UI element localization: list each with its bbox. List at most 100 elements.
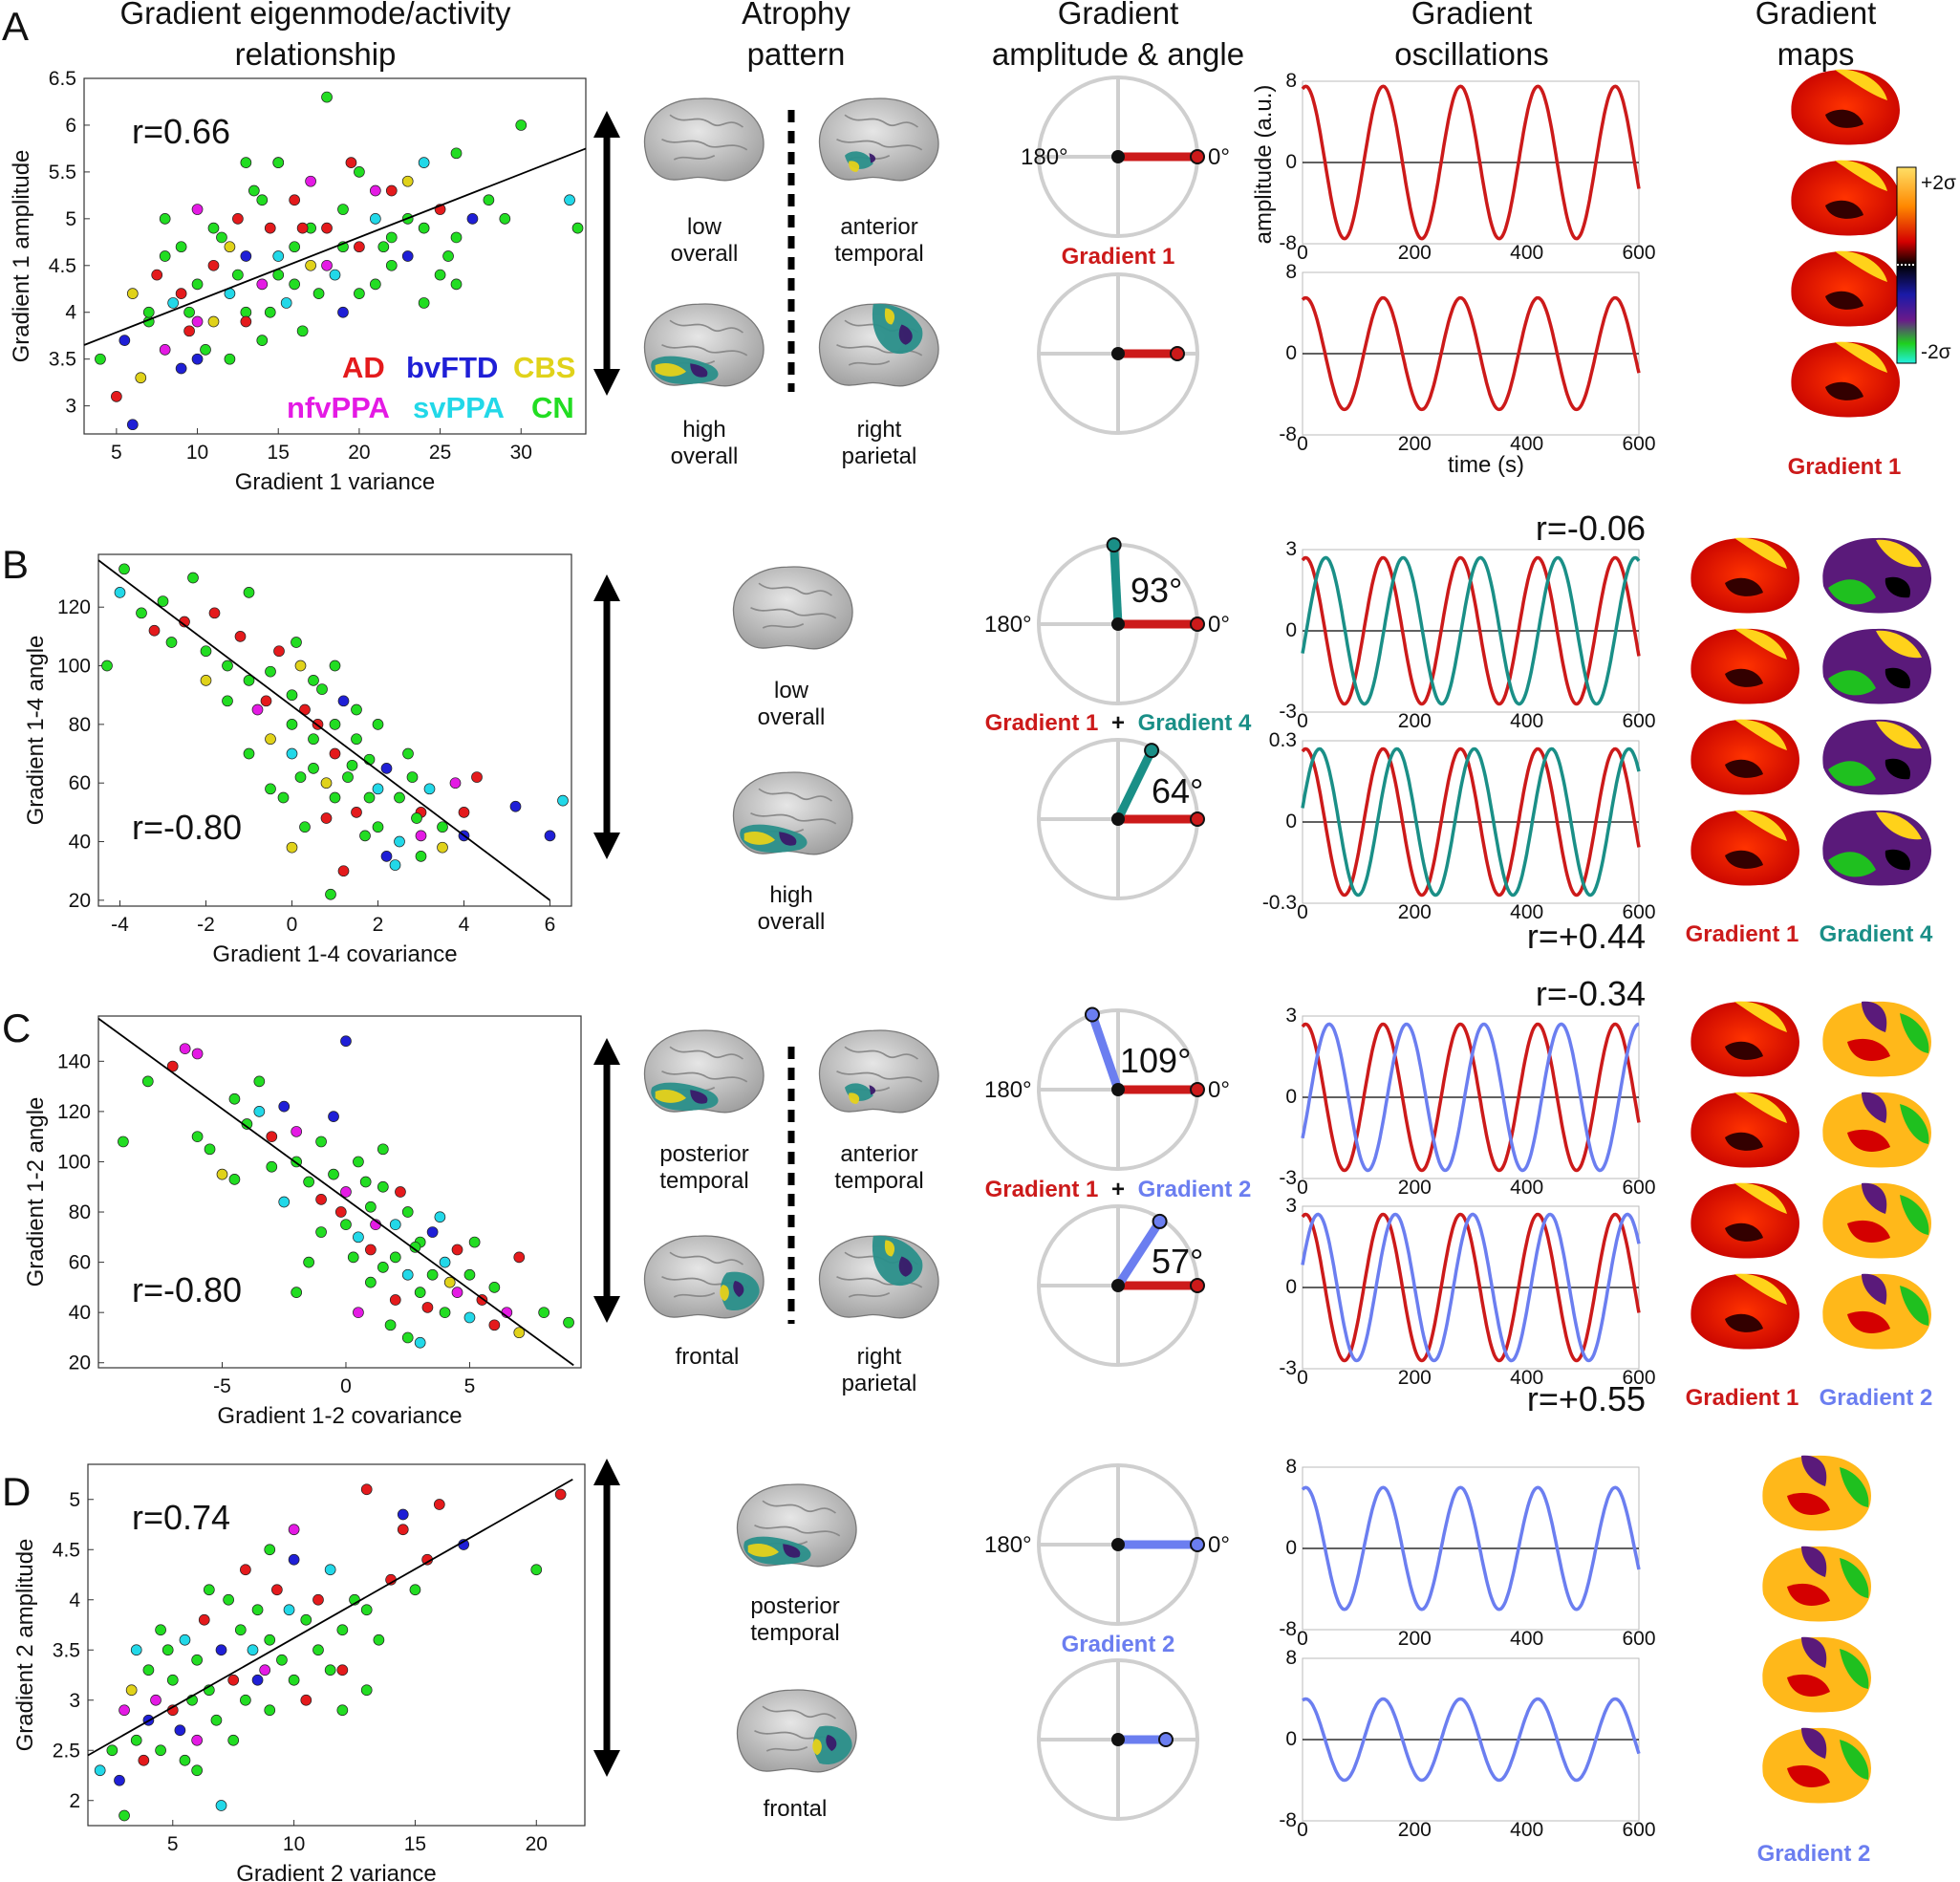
data-point (346, 759, 358, 771)
amplitude-angle-dials (1037, 76, 1205, 1821)
data-point (450, 278, 463, 291)
data-point (397, 1508, 409, 1521)
map-patch-black (1885, 758, 1910, 780)
map-patch-high (1734, 810, 1787, 841)
brain-label-a-8: parietal (842, 443, 917, 469)
data-point (191, 204, 204, 215)
data-point (308, 733, 319, 746)
data-point (340, 1186, 352, 1198)
y-axis-label: Gradient 1 amplitude (9, 150, 34, 363)
brain-surface (732, 566, 853, 650)
osc-ylabel: amplitude (a.u.) (1251, 85, 1277, 245)
correlation-label: r=-0.80 (132, 808, 242, 847)
brain-label-a-2: overall (671, 241, 739, 267)
data-point (125, 1684, 138, 1697)
data-point (353, 1307, 364, 1319)
data-point (360, 1604, 373, 1616)
map-patch-yellow (1876, 539, 1922, 568)
dial-vector-tip (1190, 1537, 1205, 1552)
regression-line (87, 1478, 573, 1757)
data-point (353, 1156, 364, 1168)
data-point (515, 119, 528, 131)
data-point (426, 1268, 439, 1281)
osc-y-tick-label: 8 (1285, 1647, 1297, 1669)
data-point (291, 1126, 303, 1137)
map-base (1822, 628, 1931, 704)
data-point (329, 719, 341, 730)
data-point (191, 315, 204, 328)
data-point (414, 1287, 426, 1298)
brain-label-a-1: low (687, 214, 722, 240)
data-point (118, 1809, 130, 1822)
dial-c-angle-top: 109° (1120, 1041, 1191, 1080)
x-tick-label: 20 (348, 442, 370, 464)
data-point (174, 1724, 186, 1737)
data-point (265, 665, 276, 678)
dial-c-gradient-label-1: Gradient 1 (985, 1177, 1099, 1202)
data-point (384, 1319, 397, 1331)
y-tick-label: 4 (69, 1590, 80, 1612)
osc-x-tick-label: 600 (1622, 1628, 1655, 1650)
data-point (488, 1282, 501, 1293)
data-point (260, 695, 272, 707)
scatter-plot-b: -4 -2 0 2 4 6 20 40 60 80 100 120 Gradient 1-4 covar… (23, 553, 572, 967)
data-point (208, 607, 221, 619)
y-tick-label: 5 (65, 208, 76, 230)
osc-x-tick-label: 600 (1622, 1819, 1655, 1841)
data-point (372, 719, 384, 730)
data-point (443, 1276, 456, 1288)
correlation-label: r=0.66 (132, 112, 230, 151)
osc-x-tick-label: 600 (1622, 433, 1655, 455)
brain-label-c-2: temporal (659, 1168, 748, 1194)
osc-b-r-top: r=-0.06 (1536, 508, 1646, 548)
data-point (300, 1694, 312, 1706)
data-point (256, 335, 269, 346)
dial-b-plus: + (1111, 710, 1125, 736)
data-point (544, 830, 556, 842)
atrophy-patch (747, 1543, 779, 1557)
osc-x-tick-label: 0 (1297, 710, 1308, 732)
legend-ad: AD (342, 351, 385, 384)
data-point (291, 1287, 303, 1298)
brain-surface (736, 1689, 857, 1773)
data-point (439, 1307, 451, 1319)
data-point (418, 157, 430, 168)
y-axis-label: Gradient 2 amplitude (12, 1539, 38, 1752)
data-point (557, 794, 569, 807)
header-col4-line2: oscillations (1394, 36, 1548, 72)
data-point (200, 344, 211, 356)
legend-nfvppa: nfvPPA (287, 391, 390, 424)
osc-x-tick-label: 400 (1510, 1628, 1543, 1650)
dial-vector-tip (1190, 811, 1205, 827)
data-point (264, 222, 276, 234)
data-point (414, 1336, 426, 1349)
map-patch-high (1734, 1273, 1787, 1305)
data-point (251, 1604, 264, 1616)
data-point (266, 1131, 278, 1143)
osc-x-tick-label: 200 (1398, 1367, 1432, 1389)
y-tick-label: 3 (69, 1690, 80, 1712)
data-point (165, 637, 178, 648)
header-col5-line1: Gradient (1755, 0, 1877, 31)
data-point (234, 1624, 247, 1636)
plot-frame (97, 553, 572, 907)
data-point (308, 763, 319, 774)
dial-c-180-label: 180° (984, 1077, 1032, 1103)
data-point (320, 812, 333, 824)
data-point (329, 660, 341, 672)
data-point (483, 194, 495, 206)
dial-vector-tip (1158, 1732, 1174, 1747)
data-point (305, 175, 316, 187)
data-point (373, 1633, 385, 1646)
data-point (227, 1734, 240, 1746)
osc-y-tick-label: 8 (1285, 261, 1297, 283)
data-point (148, 624, 161, 637)
map-patch-low (1725, 759, 1763, 778)
data-point (340, 1219, 352, 1231)
data-point (264, 306, 276, 318)
dial-a-180-label: 180° (1021, 144, 1068, 170)
brain-label-a-3: anterior (840, 214, 917, 240)
osc-x-tick-label: 600 (1622, 901, 1655, 923)
